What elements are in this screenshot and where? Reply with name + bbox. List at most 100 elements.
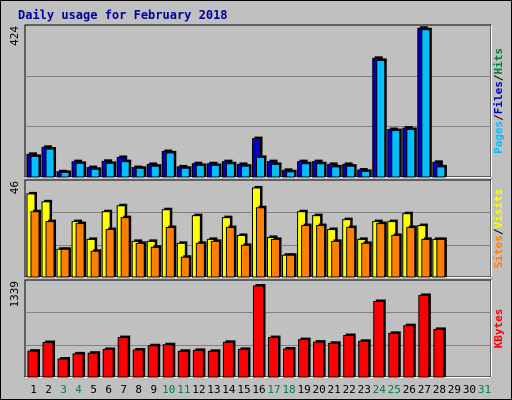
kbytes-panel: 1339 KBytes bbox=[8, 279, 505, 378]
sites-bar bbox=[120, 217, 130, 278]
x-tick-label: 7 bbox=[120, 383, 127, 396]
files-bar bbox=[421, 29, 431, 178]
legend-sites-visits: Sites/Visits bbox=[492, 189, 505, 269]
kbytes-bar bbox=[72, 353, 84, 378]
sites-bar bbox=[331, 240, 341, 278]
files-bar bbox=[120, 161, 130, 178]
x-tick-label: 24 bbox=[373, 383, 387, 396]
kbytes-bar bbox=[27, 350, 39, 378]
files-bar bbox=[60, 171, 70, 178]
files-bar bbox=[45, 148, 55, 178]
x-tick-label: 12 bbox=[192, 383, 205, 396]
kbytes-bar bbox=[343, 335, 355, 378]
files-bar bbox=[271, 163, 281, 178]
files-bar bbox=[165, 152, 175, 178]
files-bar bbox=[361, 170, 371, 178]
files-bar bbox=[301, 163, 311, 178]
x-tick-label: 30 bbox=[463, 383, 476, 396]
files-bar bbox=[286, 171, 296, 178]
kbytes-bar bbox=[358, 340, 370, 378]
x-tick-label: 18 bbox=[282, 383, 295, 396]
x-tick-label: 8 bbox=[135, 383, 142, 396]
kbytes-bar bbox=[298, 339, 310, 378]
kbytes-bar bbox=[283, 348, 295, 378]
x-tick-label: 13 bbox=[207, 383, 220, 396]
x-tick-label: 3 bbox=[60, 383, 67, 396]
x-tick-label: 28 bbox=[433, 383, 446, 396]
files-bar bbox=[105, 162, 115, 178]
sites-bar bbox=[376, 223, 386, 278]
sites-bar bbox=[195, 242, 205, 278]
kbytes-bar bbox=[162, 344, 174, 378]
x-tick-label: 29 bbox=[448, 383, 461, 396]
x-tick-label: 15 bbox=[237, 383, 250, 396]
x-tick-label: 2 bbox=[45, 383, 52, 396]
x-tick-label: 14 bbox=[222, 383, 236, 396]
legend-pages: Pages bbox=[492, 121, 505, 154]
files-bar bbox=[376, 59, 386, 178]
legend-separator: / bbox=[492, 114, 505, 121]
y-max-label: 46 bbox=[8, 181, 21, 194]
files-bar bbox=[135, 167, 145, 178]
sites-bar bbox=[180, 256, 190, 278]
sites-bar bbox=[135, 242, 145, 278]
kbytes-bar bbox=[388, 332, 400, 378]
sites-bar bbox=[210, 240, 220, 278]
y-max-label: 1339 bbox=[8, 281, 21, 308]
x-tick-label: 27 bbox=[418, 383, 431, 396]
kbytes-bar bbox=[102, 348, 114, 378]
x-tick-label: 25 bbox=[388, 383, 401, 396]
files-bar bbox=[240, 165, 250, 178]
legend-sites: Sites bbox=[492, 235, 505, 268]
legend-visits: Visits bbox=[492, 189, 505, 229]
files-bar bbox=[225, 163, 235, 178]
files-bar bbox=[210, 164, 220, 178]
sites-bar bbox=[286, 254, 296, 278]
kbytes-bar bbox=[192, 349, 204, 378]
files-bar bbox=[75, 162, 85, 178]
x-tick-label: 23 bbox=[358, 383, 371, 396]
kbytes-bar bbox=[42, 342, 54, 378]
x-tick-label: 20 bbox=[313, 383, 326, 396]
files-bar bbox=[391, 130, 401, 178]
kbytes-bar bbox=[147, 345, 159, 378]
kbytes-bar bbox=[403, 325, 415, 378]
x-tick-label: 21 bbox=[328, 383, 341, 396]
kbytes-bar bbox=[177, 350, 189, 378]
files-bar bbox=[180, 167, 190, 178]
legend-separator: / bbox=[492, 74, 505, 81]
sites-bar bbox=[60, 248, 70, 278]
kbytes-bar bbox=[373, 300, 385, 378]
sites-bar bbox=[90, 250, 100, 278]
sites-bar bbox=[75, 223, 85, 278]
sites-bar bbox=[240, 244, 250, 278]
legend-kbytes: KBytes bbox=[492, 309, 505, 349]
sites-bar bbox=[316, 225, 326, 278]
kbytes-bar bbox=[87, 352, 99, 378]
sites-bar bbox=[225, 227, 235, 278]
sites-bar bbox=[406, 227, 416, 278]
sites-bar bbox=[150, 246, 160, 278]
kbytes-bar bbox=[252, 285, 264, 378]
sites-bar bbox=[165, 227, 175, 278]
sites-bar bbox=[346, 227, 356, 278]
kbytes-bar bbox=[117, 337, 129, 378]
sites-bar bbox=[421, 238, 431, 278]
kbytes-bar bbox=[433, 328, 445, 378]
x-tick-label: 10 bbox=[162, 383, 175, 396]
sites-bar bbox=[301, 225, 311, 278]
x-tick-label: 5 bbox=[90, 383, 97, 396]
x-tick-label: 22 bbox=[343, 383, 356, 396]
files-bar bbox=[150, 165, 160, 178]
visits-sites-panel: 46 Sites/Visits bbox=[8, 179, 505, 278]
x-tick-label: 4 bbox=[75, 383, 82, 396]
files-bar bbox=[255, 156, 265, 178]
x-tick-label: 1 bbox=[30, 383, 37, 396]
kbytes-bar bbox=[57, 358, 69, 378]
files-bar bbox=[195, 164, 205, 178]
sites-bar bbox=[436, 238, 446, 278]
kbytes-bar bbox=[418, 294, 430, 378]
x-tick-label: 26 bbox=[403, 383, 416, 396]
